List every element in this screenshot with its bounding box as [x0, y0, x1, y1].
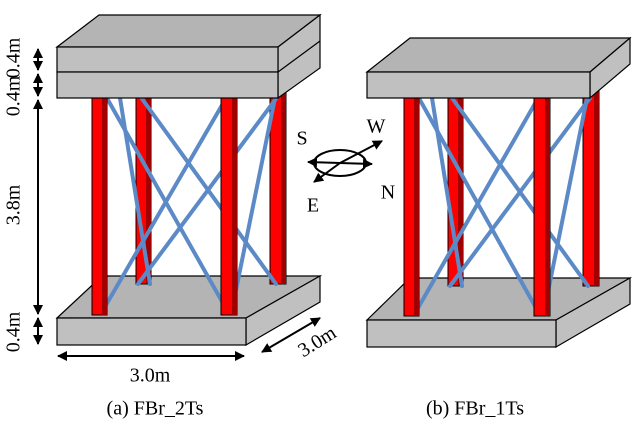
top-slab-top [367, 38, 630, 72]
braces [418, 98, 590, 308]
column-shade [232, 98, 237, 315]
dimension-label: 0.4m [3, 37, 25, 78]
column-shade [414, 98, 419, 316]
compass-label: N [381, 182, 395, 204]
column-shade [594, 78, 599, 286]
compass-label: W [367, 116, 386, 138]
compass-label: S [296, 128, 307, 150]
braces [106, 96, 278, 305]
caption: (b) FBr_1Ts [426, 398, 524, 420]
dimension-label: 0.4m [3, 311, 25, 352]
dimension-label: 3.8m [3, 184, 25, 225]
dimension-label: 0.4m [3, 75, 25, 116]
top-slab-front [57, 47, 278, 72]
top-slab-top [57, 15, 320, 47]
top-slab-front [367, 72, 590, 98]
column-shade [281, 76, 286, 284]
diagram: 0.4m 0.4m 3.8m 0.4m 3.0m 3.0m (a) FBr_2T… [0, 0, 632, 424]
column-shade [102, 98, 107, 315]
dimension-label: 3.0m [130, 365, 171, 387]
base-slab-front [57, 318, 246, 345]
frame-left: 0.4m 0.4m 3.8m 0.4m 3.0m 3.0m (a) FBr_2T… [3, 15, 341, 420]
frame-right: (b) FBr_1Ts [367, 38, 630, 420]
compass-label: E [307, 195, 319, 217]
compass: S W E N [296, 116, 395, 217]
base-slab-front [367, 320, 556, 347]
dimension-label: 3.0m [294, 321, 340, 361]
column-shade [545, 98, 550, 316]
caption: (a) FBr_2Ts [107, 398, 204, 420]
second-slab-front [57, 72, 278, 98]
